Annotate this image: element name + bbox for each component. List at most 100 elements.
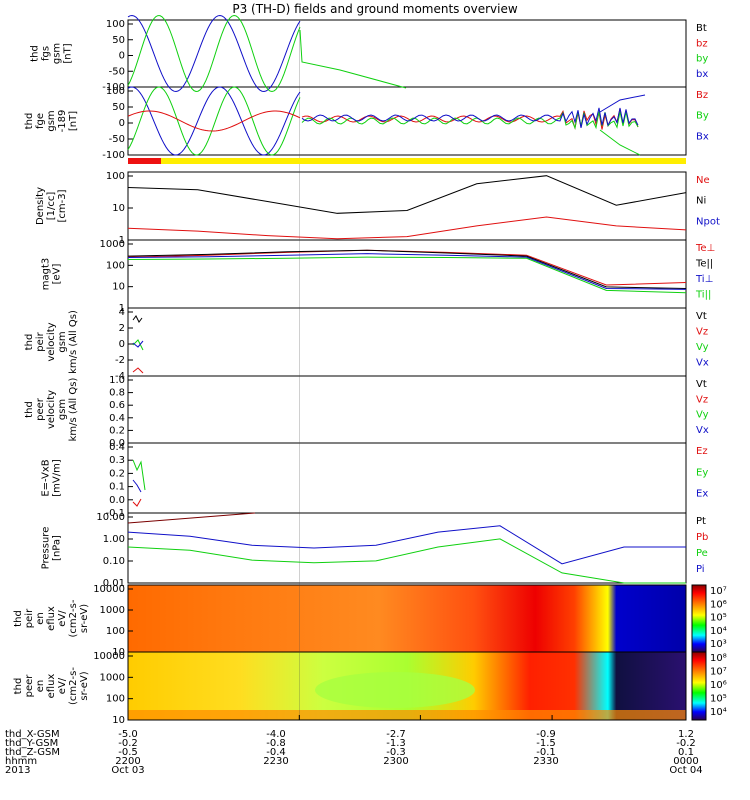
legend-bz: bz: [696, 38, 708, 49]
y-tick-label: 4: [119, 307, 125, 318]
panel-density: 100 10 1 Density [1/cc] [cm-3] Ne Ni Npot: [35, 171, 720, 246]
footer-row-label: thd_Y-GSM: [5, 738, 58, 749]
y-tick-label: -2: [115, 355, 125, 366]
y-tick-label: 0.3: [109, 455, 125, 466]
legend-Vx: Vx: [696, 358, 709, 369]
colorbar-label: 10⁶: [710, 680, 727, 691]
y-axis-label: eV/: [57, 677, 68, 694]
colorbar-label: 10⁵: [710, 613, 727, 624]
footer-value: 2300: [383, 756, 408, 767]
y-axis-label: km/s (All Qs): [68, 378, 79, 442]
y-tick-label: 2: [119, 323, 125, 334]
y-tick-label: 1.00: [103, 534, 125, 545]
footer-value: -4.0: [266, 729, 286, 740]
y-tick-label: 0.01: [103, 578, 125, 589]
series-Bx-rise: [599, 94, 646, 113]
y-tick-label: 100: [106, 694, 125, 705]
y-axis-label: [1/cc]: [46, 192, 57, 221]
legend-Ti||: Ti||: [695, 290, 711, 301]
footer-value: -5.0: [118, 729, 138, 740]
y-tick-label: 0: [119, 51, 125, 62]
y-axis-label: -189: [57, 110, 68, 133]
footer-row-label: thd_X-GSM: [5, 729, 60, 740]
y-axis-label: [nT]: [63, 43, 74, 63]
footer-value: -0.9: [536, 729, 556, 740]
panel-frame: [127, 171, 687, 241]
y-tick-label: 10: [112, 715, 125, 726]
y-tick-label: 0.6: [109, 400, 125, 411]
footer-value: 1.2: [678, 729, 694, 740]
y-tick-label: 100: [106, 626, 125, 637]
y-axis-label: thd: [24, 334, 35, 351]
panel-frame: [127, 239, 687, 309]
colorbar-label: 10⁵: [710, 694, 727, 705]
y-tick-label: -0.1: [105, 508, 125, 519]
legend-Pb: Pb: [696, 532, 708, 543]
panel-frame: [127, 19, 687, 88]
footer-row-label: 2013: [5, 765, 30, 776]
legend-Pi: Pi: [696, 564, 705, 575]
footer-value: -0.2: [118, 738, 138, 749]
panel-peer_en: 10⁸ 10⁷ 10⁶ 10⁵ 10⁴ 10000 1000 100 10 thd peer en ef…: [13, 651, 727, 726]
series-Ti⊥: [127, 253, 687, 290]
y-tick-label: 50: [112, 102, 125, 113]
y-tick-label: 10: [112, 203, 125, 214]
panel-pressure: 10.00 1.00 0.10 0.01 Pressure [nPa] Pt Pb Pe Pi: [41, 512, 709, 589]
y-axis-label: thd: [30, 45, 41, 62]
footer-value: 0.1: [678, 747, 694, 758]
y-tick-label: 0.2: [109, 425, 125, 436]
colorbar-label: 10⁴: [710, 707, 727, 718]
legend-Te||: Te||: [695, 259, 713, 270]
y-tick-label: 0.2: [109, 468, 125, 479]
mode-bar-red: [128, 158, 161, 164]
y-tick-label: 100: [106, 19, 125, 30]
footer-value: -0.2: [676, 738, 696, 749]
panel-peer_vel: 1.0 0.80.6 0.40.2 0.0 thd peer velocity gsm km/s…: [24, 375, 709, 449]
y-tick-label: 1000: [100, 605, 125, 616]
y-axis-label: E=-VxB: [41, 459, 52, 496]
y-axis-label: peir: [24, 608, 35, 628]
legend-Ex: Ex: [696, 489, 708, 500]
series-Pi: [127, 525, 686, 565]
legend-Npot: Npot: [696, 216, 720, 227]
y-axis-label: en: [35, 680, 46, 693]
footer-value: -0.8: [266, 738, 286, 749]
footer-value: -1.3: [386, 738, 406, 749]
panel-frame: [127, 307, 687, 377]
colorbar-label: 10³: [710, 639, 727, 650]
legend-Vt: Vt: [696, 379, 707, 390]
series-Ni: [127, 175, 687, 214]
footer-value: Oct 04: [669, 765, 702, 776]
legend-bx: bx: [696, 69, 708, 80]
y-tick-label: 1: [119, 235, 125, 246]
y-axis-label: fge: [35, 113, 46, 129]
y-axis-label: (cm2-s-: [68, 599, 79, 637]
y-tick-label: 0: [119, 339, 125, 350]
series-Ey: [132, 459, 146, 491]
series-By-drop: [599, 129, 641, 156]
y-tick-label: -100: [102, 150, 125, 161]
y-tick-label: 10: [112, 282, 125, 293]
legend-Vy: Vy: [696, 410, 709, 421]
y-axis-label: (cm2-s-: [68, 667, 79, 705]
mode-bar-yellow: [161, 158, 686, 164]
series-bx: [127, 14, 301, 93]
footer-value: 2330: [533, 756, 558, 767]
panel-frame: [127, 86, 687, 156]
y-axis-label: gsm: [57, 399, 68, 420]
panel-frame: [127, 375, 687, 444]
y-axis-label: Pressure: [41, 527, 52, 570]
y-axis-label: [mV/m]: [52, 459, 63, 497]
series-Bx: [127, 86, 301, 156]
y-tick-label: 100: [106, 86, 125, 97]
panel-frame: [127, 651, 687, 721]
footer-value: -0.5: [118, 747, 138, 758]
y-tick-label: 0.10: [103, 556, 125, 567]
y-tick-label: -100: [102, 82, 125, 93]
series-Ti||: [127, 256, 687, 294]
legend-Bx: Bx: [696, 131, 709, 142]
y-tick-label: 0.4: [109, 442, 125, 453]
y-tick-label: 1.0: [109, 375, 125, 386]
y-axis-label: magt3: [41, 258, 52, 291]
